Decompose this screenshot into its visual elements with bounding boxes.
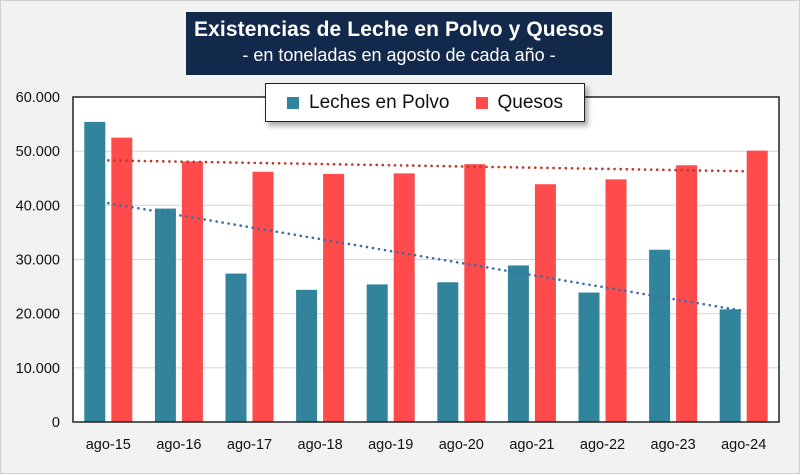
bar-quesos xyxy=(605,179,627,422)
bar-leches xyxy=(296,289,318,422)
chart-title: Existencias de Leche en Polvo y Quesos xyxy=(194,18,604,41)
trendline-leches xyxy=(107,201,746,313)
x-tick-label: ago-21 xyxy=(509,437,554,453)
chart-title-box: Existencias de Leche en Polvo y Quesos -… xyxy=(186,12,612,75)
bar-leches xyxy=(578,292,600,422)
bar-quesos xyxy=(181,161,203,423)
y-tick-label: 60.000 xyxy=(16,90,60,106)
legend-swatch-quesos xyxy=(475,96,488,109)
x-tick-label: ago-20 xyxy=(439,437,484,453)
trendline-quesos xyxy=(107,159,746,173)
bar-leches xyxy=(84,121,106,423)
x-tick-label: ago-17 xyxy=(227,437,272,453)
bar-leches xyxy=(366,284,388,422)
legend-swatch-leches xyxy=(287,96,299,109)
bar-quesos xyxy=(393,173,415,422)
x-tick-label: ago-15 xyxy=(86,437,131,453)
bar-leches xyxy=(154,208,176,422)
y-tick-label: 40.000 xyxy=(16,198,60,214)
y-tick-label: 20.000 xyxy=(16,307,60,323)
bar-quesos xyxy=(676,165,698,422)
bar-quesos xyxy=(323,173,345,422)
x-tick-label: ago-16 xyxy=(156,437,201,453)
bar-quesos xyxy=(464,164,486,422)
bar-quesos xyxy=(746,150,768,422)
y-tick-label: 30.000 xyxy=(16,253,60,269)
y-tick-label: 0 xyxy=(52,415,60,431)
legend-item-leches: Leches en Polvo xyxy=(287,92,450,114)
chart-subtitle: - en toneladas en agosto de cada año - xyxy=(242,45,556,65)
bar-leches xyxy=(225,273,247,422)
y-tick-label: 10.000 xyxy=(16,361,60,377)
bar-leches xyxy=(649,249,671,422)
bar-quesos xyxy=(111,137,133,422)
y-tick-label: 50.000 xyxy=(16,144,60,160)
bar-leches xyxy=(719,309,741,422)
x-tick-label: ago-24 xyxy=(721,437,766,453)
bar-leches xyxy=(437,282,459,422)
x-tick-label: ago-22 xyxy=(580,437,625,453)
x-tick-label: ago-19 xyxy=(368,437,413,453)
legend-label-leches: Leches en Polvo xyxy=(309,91,450,113)
bar-quesos xyxy=(534,184,556,422)
legend-label-quesos: Quesos xyxy=(497,91,563,113)
legend-item-quesos: Quesos xyxy=(475,91,563,114)
bar-leches xyxy=(507,265,529,422)
x-tick-label: ago-23 xyxy=(651,437,696,453)
x-tick-label: ago-18 xyxy=(298,437,343,453)
legend: Leches en Polvo Quesos xyxy=(265,83,585,122)
bar-quesos xyxy=(252,171,274,422)
